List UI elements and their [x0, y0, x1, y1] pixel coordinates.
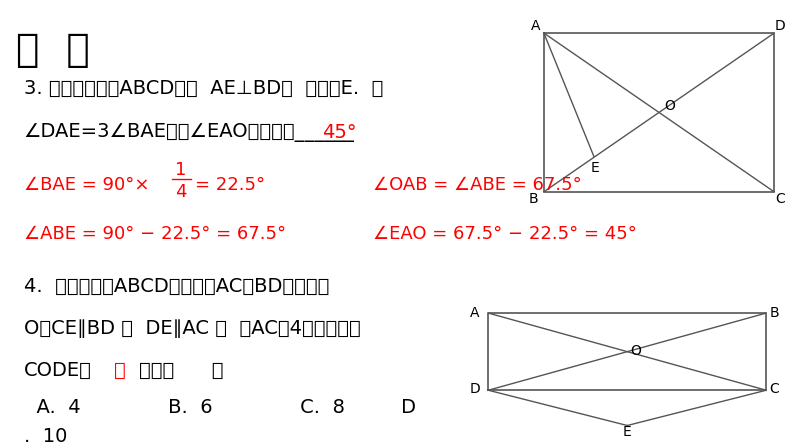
Text: O: O: [630, 344, 641, 358]
Text: ∠DAE=3∠BAE，则∠EAO的度数为______: ∠DAE=3∠BAE，则∠EAO的度数为______: [24, 123, 355, 142]
Text: O: O: [664, 99, 675, 113]
Text: ∠ABE = 90° − 22.5° = 67.5°: ∠ABE = 90° − 22.5° = 67.5°: [24, 225, 286, 243]
Text: D: D: [774, 20, 785, 34]
Text: ∠EAO = 67.5° − 22.5° = 45°: ∠EAO = 67.5° − 22.5° = 45°: [373, 225, 637, 243]
Text: ∠BAE = 90°×: ∠BAE = 90°×: [24, 176, 149, 194]
Text: 3. 如图，在矩形ABCD中，  AE⊥BD，  垂足为E.  若: 3. 如图，在矩形ABCD中， AE⊥BD， 垂足为E. 若: [24, 79, 384, 98]
Text: 长为（      ）: 长为（ ）: [139, 361, 223, 380]
Text: A: A: [531, 20, 541, 34]
Text: 4: 4: [175, 183, 187, 201]
Text: CODE的: CODE的: [24, 361, 91, 380]
Text: D: D: [469, 382, 480, 396]
Text: E: E: [591, 160, 600, 175]
Text: C: C: [769, 382, 779, 396]
Text: E: E: [622, 425, 632, 439]
Text: 作  业: 作 业: [16, 31, 90, 69]
Text: 45°: 45°: [322, 123, 357, 142]
Text: 4.  如图，矩形ABCD的对角线AC、BD相交于点: 4. 如图，矩形ABCD的对角线AC、BD相交于点: [24, 277, 330, 296]
Text: 1: 1: [175, 161, 187, 179]
Text: A: A: [470, 306, 480, 320]
Text: = 22.5°: = 22.5°: [195, 176, 264, 194]
Text: ∠OAB = ∠ABE = 67.5°: ∠OAB = ∠ABE = 67.5°: [373, 176, 582, 194]
Text: B: B: [529, 192, 538, 207]
Text: B: B: [769, 306, 779, 320]
Text: O，CE∥BD ，  DE∥AC ，  若AC＝4，则四边形: O，CE∥BD ， DE∥AC ， 若AC＝4，则四边形: [24, 319, 360, 338]
Text: 周: 周: [114, 361, 125, 380]
Text: A.  4              B.  6              C.  8         D: A. 4 B. 6 C. 8 D: [24, 398, 416, 417]
Text: .  10: . 10: [24, 427, 67, 446]
Text: C: C: [775, 192, 784, 207]
